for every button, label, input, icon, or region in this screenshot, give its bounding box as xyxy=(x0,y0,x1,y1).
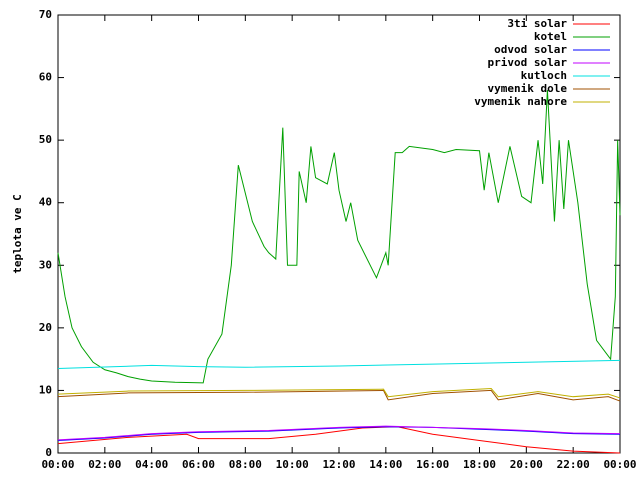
y-tick-label: 30 xyxy=(39,258,52,271)
y-tick-label: 50 xyxy=(39,133,52,146)
series-line xyxy=(57,425,621,441)
x-tick-label: 16:00 xyxy=(416,458,449,471)
legend-label: 3ti solar xyxy=(507,17,567,30)
y-tick-label: 0 xyxy=(45,446,52,459)
series-line xyxy=(57,426,621,441)
series-line xyxy=(57,388,621,399)
x-tick-label: 14:00 xyxy=(369,458,402,471)
legend-label: kotel xyxy=(534,30,567,43)
legend-label: privod solar xyxy=(488,56,568,69)
x-tick-label: 06:00 xyxy=(182,458,215,471)
series-line xyxy=(57,359,621,370)
legend-label: odvod solar xyxy=(494,43,567,56)
series-line xyxy=(57,426,621,454)
series-line xyxy=(57,90,621,384)
legend-label: vymenik nahore xyxy=(474,95,567,108)
y-tick-label: 40 xyxy=(39,196,52,209)
y-tick-label: 20 xyxy=(39,321,52,334)
x-tick-label: 22:00 xyxy=(557,458,590,471)
x-tick-label: 08:00 xyxy=(229,458,262,471)
x-tick-label: 00:00 xyxy=(603,458,636,471)
y-tick-label: 60 xyxy=(39,71,52,84)
y-axis-label: teplota ve C xyxy=(11,194,24,273)
x-tick-label: 04:00 xyxy=(135,458,168,471)
x-tick-label: 00:00 xyxy=(41,458,74,471)
legend-label: vymenik dole xyxy=(488,82,568,95)
x-tick-label: 02:00 xyxy=(88,458,121,471)
x-tick-label: 20:00 xyxy=(510,458,543,471)
x-tick-label: 18:00 xyxy=(463,458,496,471)
x-tick-label: 12:00 xyxy=(322,458,355,471)
y-tick-label: 70 xyxy=(39,8,52,21)
y-tick-label: 10 xyxy=(39,383,52,396)
x-tick-label: 10:00 xyxy=(276,458,309,471)
series-line xyxy=(57,389,621,402)
legend-label: kutloch xyxy=(521,69,567,82)
